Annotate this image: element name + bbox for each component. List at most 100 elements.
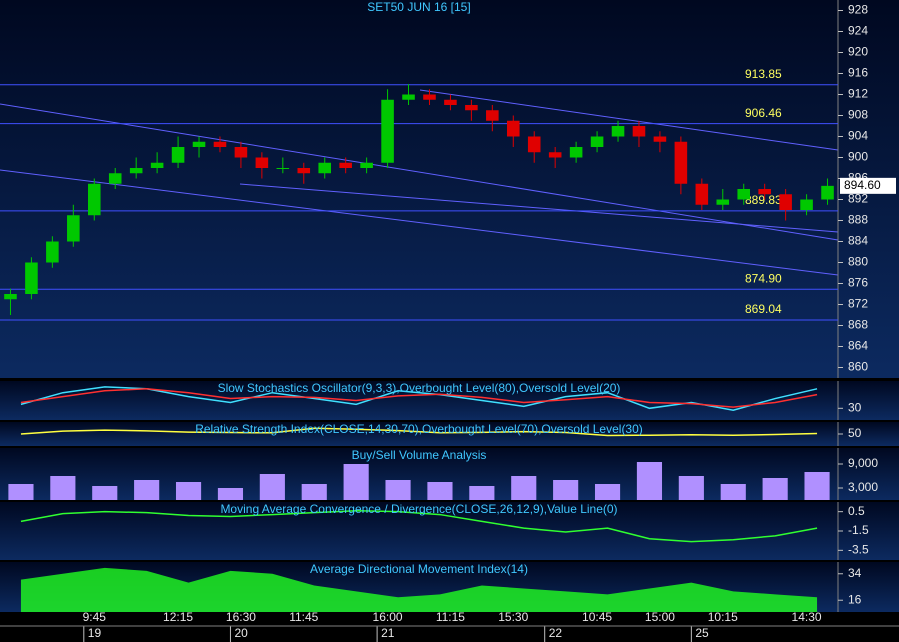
candle-body <box>800 199 813 210</box>
y-tick-label: -1.5 <box>848 523 869 537</box>
candle-body <box>821 185 834 200</box>
x-tick-label: 16:30 <box>226 610 256 624</box>
date-label: 21 <box>381 626 395 640</box>
volume-bar <box>385 480 411 500</box>
panel-title: Slow Stochastics Oscillator(9,3,3),Overb… <box>218 381 621 395</box>
volume-bar <box>553 480 579 500</box>
candle-body <box>129 168 143 174</box>
y-tick-label: 0.5 <box>848 504 865 518</box>
volume-bar <box>259 474 285 500</box>
volume-bar <box>134 480 160 500</box>
volume-bar <box>762 478 788 500</box>
candle-body <box>527 136 541 153</box>
y-tick-label: 30 <box>848 400 862 414</box>
y-tick-label: 904 <box>848 129 868 143</box>
volume-bar <box>8 484 34 500</box>
trend-line <box>0 103 839 241</box>
volume-bar <box>804 472 830 500</box>
panel-title: Average Directional Movement Index(14) <box>310 562 528 576</box>
volume-bar <box>720 484 746 500</box>
y-tick-label: 888 <box>848 213 868 227</box>
y-tick-label: 860 <box>848 360 868 374</box>
candle-body <box>318 162 332 174</box>
volume-bar <box>92 486 118 500</box>
y-tick-label: 872 <box>848 297 868 311</box>
y-tick-label: 9,000 <box>848 456 878 470</box>
x-tick-label: 10:15 <box>708 610 738 624</box>
volume-bar <box>636 462 663 500</box>
candle-body <box>779 194 792 210</box>
x-tick-label: 15:00 <box>645 610 675 624</box>
candle-body <box>213 141 227 147</box>
panel-title: Relative Strength Index(CLOSE,14,30,70),… <box>195 422 643 436</box>
y-tick-label: 16 <box>848 592 862 606</box>
indicator-line <box>20 509 818 543</box>
level-label: 874.90 <box>745 271 782 285</box>
date-label: 22 <box>549 626 563 640</box>
indicator-area <box>20 567 818 612</box>
candle-body <box>611 126 625 137</box>
x-tick-label: 15:30 <box>498 610 528 624</box>
x-tick-label: 9:45 <box>83 610 107 624</box>
level-label: 889.83 <box>745 193 782 207</box>
y-tick-label: 920 <box>848 45 868 59</box>
y-tick-label: 868 <box>848 318 868 332</box>
candle-body <box>339 162 352 168</box>
trend-line <box>0 169 839 276</box>
x-tick-label: 11:15 <box>436 610 465 624</box>
y-tick-label: -3.5 <box>848 543 869 557</box>
candle-body <box>46 241 59 263</box>
volume-bar <box>175 482 202 500</box>
candle-body <box>716 199 730 205</box>
volume-bar <box>594 484 621 500</box>
date-label: 19 <box>88 626 102 640</box>
y-tick-label: 908 <box>848 108 868 122</box>
candle-body <box>506 120 520 137</box>
y-tick-label: 912 <box>848 87 868 101</box>
trend-line <box>419 89 839 151</box>
candle-body <box>695 183 709 205</box>
candle-body <box>192 141 206 147</box>
y-tick-label: 50 <box>848 426 862 440</box>
indicator-line <box>20 388 818 408</box>
last-price-box <box>840 177 896 194</box>
last-price-label: 894.60 <box>844 178 881 192</box>
candle-body <box>381 99 394 163</box>
candle-body <box>465 105 478 111</box>
indicator-line <box>20 427 818 437</box>
candle-body <box>87 183 101 216</box>
candle-body <box>67 215 80 242</box>
candle-body <box>25 262 38 294</box>
candle-body <box>150 162 164 168</box>
y-tick-label: 34 <box>848 566 862 580</box>
candle-body <box>297 168 311 174</box>
level-label: 913.85 <box>745 67 782 81</box>
candle-body <box>653 136 667 142</box>
volume-bar <box>301 484 327 500</box>
candle-body <box>590 136 604 147</box>
candle-body <box>4 294 17 300</box>
candle-body <box>423 94 436 100</box>
volume-bar <box>511 476 537 500</box>
candle-body <box>234 147 248 158</box>
x-tick-label: 14:30 <box>792 610 822 624</box>
date-label: 20 <box>234 626 248 640</box>
volume-bar <box>343 464 369 500</box>
volume-bar <box>427 482 453 500</box>
x-tick-label: 12:15 <box>163 610 193 624</box>
panel-title: Moving Average Convergence / Divergence(… <box>220 502 617 516</box>
y-tick-label: 916 <box>848 66 868 80</box>
y-tick-label: 924 <box>848 24 868 38</box>
candle-body <box>276 168 290 169</box>
x-tick-label: 10:45 <box>582 610 612 624</box>
y-tick-label: 884 <box>848 234 868 248</box>
volume-bar <box>217 488 244 500</box>
level-label: 869.04 <box>745 302 782 316</box>
candle-body <box>737 189 751 200</box>
panel-background <box>0 502 899 560</box>
candle-body <box>674 141 688 184</box>
trend-line <box>239 183 839 233</box>
x-tick-label: 11:45 <box>289 610 318 624</box>
